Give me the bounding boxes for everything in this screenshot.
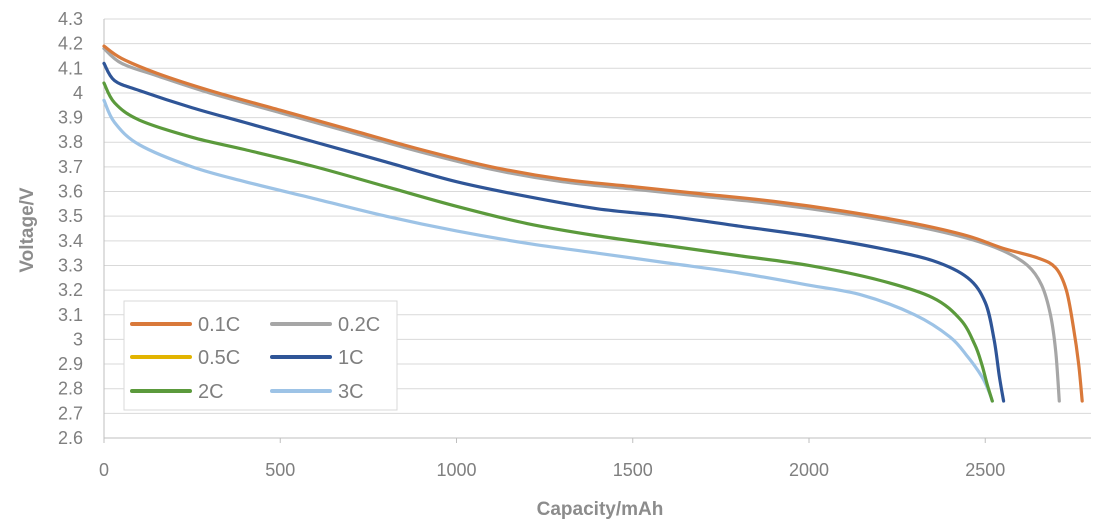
legend: 0.1C 0.2C 0.5C 1C 2C 3C (123, 300, 398, 411)
series-line-3c (102, 98, 994, 403)
x-tick-label: 1000 (436, 460, 476, 480)
y-tick-label: 3.2 (58, 280, 83, 300)
legend-label: 0.2C (338, 314, 380, 336)
y-tick-labels: 2.6 2.7 2.8 2.9 3 3.1 3.2 3.3 3.4 3.5 3.6 3.7 3.8 3.9… (58, 9, 83, 448)
y-tick-label: 4 (73, 83, 83, 103)
series-lines (102, 44, 1084, 403)
legend-item-2c: 2C (130, 381, 224, 403)
legend-label: 3C (338, 381, 364, 403)
y-tick-label: 3 (73, 329, 83, 349)
y-tick-label: 3.8 (58, 132, 83, 152)
y-tick-label: 3.5 (58, 206, 83, 226)
legend-label: 2C (198, 381, 224, 403)
x-tick-label: 500 (265, 460, 295, 480)
y-tick-label: 3.4 (58, 231, 83, 251)
legend-label: 1C (338, 347, 364, 369)
y-tick-label: 3.9 (58, 108, 83, 128)
legend-item-3c: 3C (270, 381, 364, 403)
legend-item-0-5c: 0.5C (130, 347, 240, 369)
y-tick-label: 3.6 (58, 182, 83, 202)
legend-label: 0.1C (198, 314, 240, 336)
legend-label: 0.5C (198, 347, 240, 369)
y-tick-label: 4.3 (58, 9, 83, 29)
y-tick-label: 2.7 (58, 403, 83, 423)
legend-item-1c: 1C (270, 347, 364, 369)
y-tick-label: 3.7 (58, 157, 83, 177)
y-tick-label: 2.9 (58, 354, 83, 374)
x-tick-label: 1500 (613, 460, 653, 480)
y-axis-title: Voltage/V (17, 187, 38, 272)
x-tick-label: 2500 (965, 460, 1005, 480)
y-tick-label: 3.3 (58, 255, 83, 275)
y-tick-label: 4.2 (58, 34, 83, 54)
series-line-0-1c (102, 44, 1084, 403)
series-line-2c (102, 81, 994, 403)
gridlines (104, 18, 1091, 414)
legend-item-0-1c: 0.1C (130, 314, 240, 336)
axes (103, 19, 1091, 443)
x-tick-label: 0 (99, 460, 109, 480)
x-axis-title: Capacity/mAh (537, 499, 664, 520)
y-tick-label: 2.8 (58, 379, 83, 399)
y-tick-label: 2.6 (58, 428, 83, 448)
x-tick-label: 2000 (789, 460, 829, 480)
y-tick-label: 4.1 (58, 58, 83, 78)
series-line-1c (102, 61, 1006, 403)
y-tick-label: 3.1 (58, 305, 83, 325)
series-line-0-2c (102, 46, 1061, 403)
x-tick-labels: 0 500 1000 1500 2000 2500 (99, 460, 1005, 480)
legend-item-0-2c: 0.2C (270, 314, 380, 336)
